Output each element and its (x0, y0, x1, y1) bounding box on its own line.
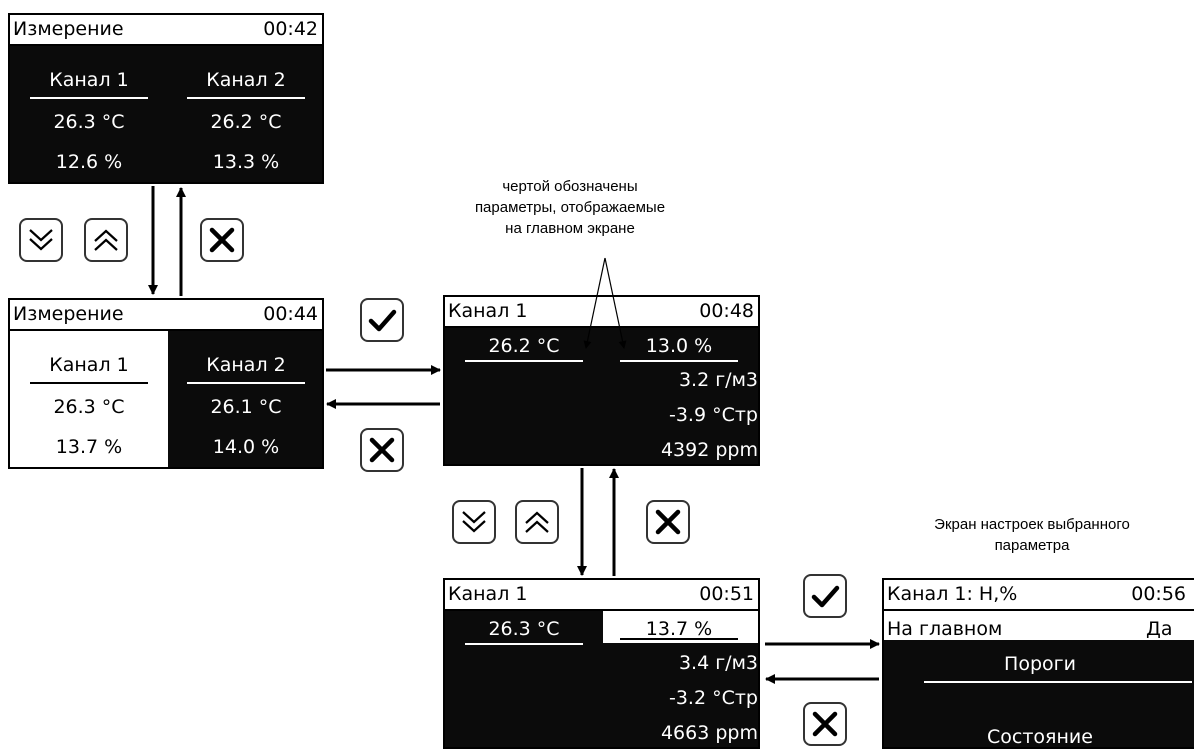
screen-time: 00:51 (699, 583, 754, 605)
channel-2-humidity: 13.3 % (212, 151, 280, 173)
humidity-underline (620, 360, 738, 362)
cancel-button[interactable] (360, 428, 404, 472)
humidity-underline (620, 638, 738, 640)
thresholds-underline (924, 681, 1192, 683)
channel-2-underline (187, 382, 305, 384)
main-screen-note: чертой обозначены параметры, отображаемы… (474, 178, 666, 237)
channel-2-underline (187, 97, 305, 99)
screen-header: Канал 1 00:51 (445, 580, 758, 611)
temperature-underline (465, 643, 583, 645)
cross-icon (655, 509, 681, 535)
down-button[interactable] (452, 500, 496, 544)
cancel-button[interactable] (646, 500, 690, 544)
channel-1-underline (30, 382, 148, 384)
up-button[interactable] (515, 500, 559, 544)
ok-button[interactable] (803, 574, 847, 618)
down-button[interactable] (19, 218, 63, 262)
channel-2-humidity: 14.0 % (212, 436, 280, 458)
double-chevron-down-icon (462, 511, 486, 533)
temperature-underline (465, 360, 583, 362)
screen-title: Измерение (13, 303, 124, 325)
dew-point-value: -3.9 °Стр (668, 404, 758, 426)
temperature-value: 26.3 °C (488, 618, 560, 640)
double-chevron-down-icon (29, 229, 53, 251)
screen-time: 00:56 (1131, 583, 1186, 605)
channel-2-temperature: 26.1 °C (210, 396, 282, 418)
channel-2-label: Канал 2 (206, 354, 286, 376)
screen-header: Канал 1: Н,% 00:56 (884, 580, 1194, 611)
checkmark-icon (368, 309, 397, 332)
channel-2-label: Канал 2 (206, 69, 286, 91)
double-chevron-up-icon (94, 229, 118, 251)
screen-parameter-settings: Канал 1: Н,% 00:56 На главном Да Пороги … (882, 578, 1194, 749)
screen-header: Канал 1 00:48 (445, 297, 758, 328)
screen-title: Канал 1 (448, 583, 528, 605)
screen-title: Канал 1: Н,% (887, 583, 1018, 605)
humidity-selected-area (603, 611, 758, 643)
screen-channel-1-a: Канал 1 00:48 26.2 °C 13.0 % 3.2 г/м3 -3… (443, 295, 760, 466)
checkmark-icon (811, 585, 840, 608)
cross-icon (209, 227, 235, 253)
ppm-value: 4663 ppm (660, 722, 758, 744)
temperature-value: 26.2 °C (488, 335, 560, 357)
screen-time: 00:48 (699, 300, 754, 322)
screen-time: 00:44 (263, 303, 318, 325)
note-pointer-left (583, 257, 606, 349)
channel-1-selected-area (10, 331, 168, 467)
absolute-humidity-value: 3.2 г/м3 (678, 369, 758, 391)
main-screen-label: На главном (887, 618, 1003, 640)
channel-1-temperature: 26.3 °C (53, 111, 125, 133)
state-item[interactable]: Состояние (987, 726, 1093, 748)
screen-measurement-2: Измерение 00:44 Канал 1 Канал 2 26.3 °C … (8, 298, 324, 469)
screen-title: Измерение (13, 18, 124, 40)
cross-icon (812, 711, 838, 737)
screen-time: 00:42 (263, 18, 318, 40)
channel-1-label: Канал 1 (49, 69, 129, 91)
channel-1-temperature: 26.3 °C (53, 396, 125, 418)
main-screen-row[interactable] (884, 611, 1194, 640)
channel-1-humidity: 12.6 % (55, 151, 123, 173)
ok-button[interactable] (360, 298, 404, 342)
channel-1-underline (30, 97, 148, 99)
dew-point-value: -3.2 °Стр (668, 687, 758, 709)
channel-2-temperature: 26.2 °C (210, 111, 282, 133)
screen-measurement-1: Измерение 00:42 Канал 1 Канал 2 26.3 °C … (8, 13, 324, 184)
cancel-button[interactable] (803, 702, 847, 746)
up-button[interactable] (84, 218, 128, 262)
channel-1-humidity: 13.7 % (55, 436, 123, 458)
main-screen-value: Да (1146, 618, 1173, 640)
humidity-value: 13.0 % (645, 335, 713, 357)
thresholds-item[interactable]: Пороги (1004, 653, 1076, 675)
screen-title: Канал 1 (448, 300, 528, 322)
screen-header: Измерение 00:44 (10, 300, 322, 331)
channel-1-label: Канал 1 (49, 354, 129, 376)
cross-icon (369, 437, 395, 463)
cancel-button[interactable] (200, 218, 244, 262)
note-pointer-right (604, 257, 627, 349)
settings-screen-note: Экран настроек выбранного параметра (934, 516, 1130, 554)
ppm-value: 4392 ppm (660, 439, 758, 461)
double-chevron-up-icon (525, 511, 549, 533)
absolute-humidity-value: 3.4 г/м3 (678, 652, 758, 674)
screen-header: Измерение 00:42 (10, 15, 322, 46)
humidity-value: 13.7 % (645, 618, 713, 640)
